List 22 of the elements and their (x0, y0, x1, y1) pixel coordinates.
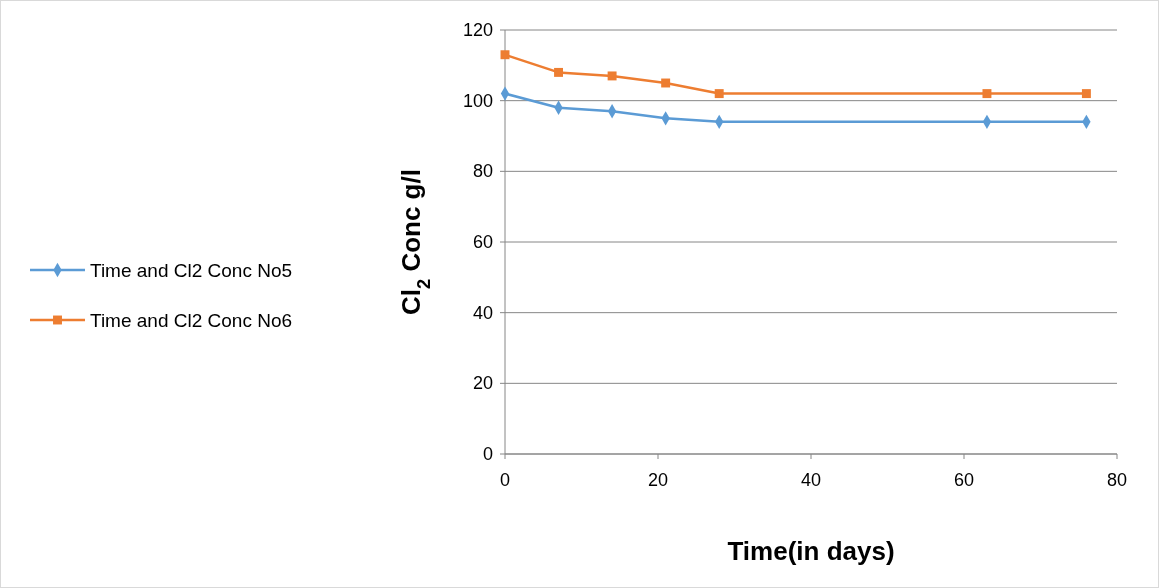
y-tick-label: 40 (472, 302, 493, 323)
y-tick-label: 60 (472, 232, 493, 252)
point (1081, 89, 1091, 99)
point (982, 89, 992, 99)
y-tick-label: 80 (472, 161, 493, 182)
point (661, 78, 671, 88)
legend-label: Time and Cl2 Conc No6 (90, 310, 293, 331)
x-tick-label: 40 (800, 470, 822, 490)
x-tick-label: 60 (953, 470, 975, 490)
y-tick-label: 120 (462, 20, 493, 40)
x-tick-label: 0 (499, 470, 511, 490)
point (714, 89, 724, 99)
y-tick-label: 0 (482, 444, 493, 464)
legend-label: Time and Cl2 Conc No5 (90, 260, 293, 281)
point (500, 50, 510, 60)
point (607, 71, 617, 81)
x-axis-title: Time(in days) (727, 536, 895, 566)
y-tick-label: 20 (472, 373, 493, 394)
point (554, 67, 564, 77)
y-tick-label: 100 (462, 90, 493, 111)
x-tick-label: 20 (647, 470, 669, 490)
x-tick-label: 80 (1106, 470, 1128, 490)
